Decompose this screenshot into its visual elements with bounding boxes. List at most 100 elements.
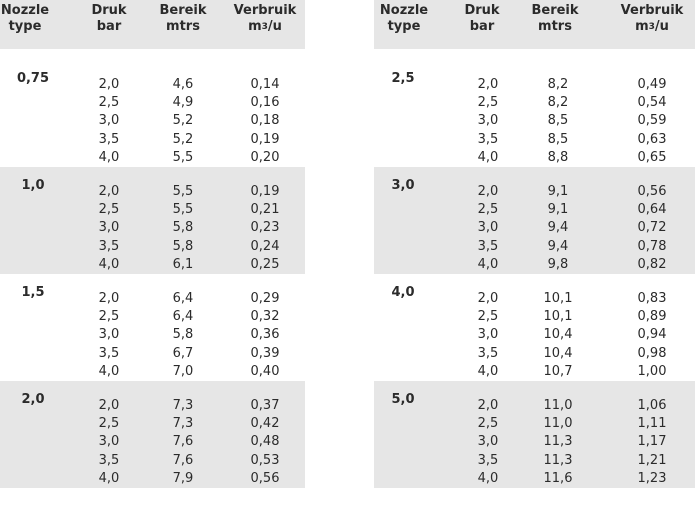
bereik-cell: 10,4 [543,345,573,361]
druk-cell: 3,0 [98,434,120,450]
bereik-cell: 9,1 [547,202,569,218]
druk-cell: 2,5 [98,95,120,111]
verbruik-cell: 0,20 [250,149,280,165]
header-bereik-mtrs: Bereik mtrs [531,3,579,34]
verbruik-cell: 0,42 [250,416,280,432]
druk-cell: 3,0 [477,220,499,236]
verbruik-cell: 1,17 [637,434,667,450]
right-table-body: 2,5 2,0 2,5 3,0 3,5 4,0 8,2 8,2 8,5 8,5 8,8 0,49 0,5… [374,60,695,488]
druk-cell: 3,5 [98,131,120,147]
bereik-cell: 6,4 [172,291,194,306]
bereik-cell: 8,5 [547,113,569,129]
bereik-cell: 11,3 [543,434,573,450]
druk-cell: 3,5 [477,452,499,468]
nozzle-group: 1,0 2,0 2,5 3,0 3,5 4,0 5,5 5,5 5,8 5,8 6,1 0,19 0,2… [0,167,305,274]
nozzle-group: 3,0 2,0 2,5 3,0 3,5 4,0 9,1 9,1 9,4 9,4 9,8 0,56 0,6… [374,167,695,274]
bereik-cell: 11,3 [543,452,573,468]
nozzle-type-value: 5,0 [391,392,415,407]
druk-cell: 3,5 [98,452,120,468]
druk-cell: 4,0 [98,256,120,272]
druk-cell: 2,5 [477,95,499,111]
druk-cell: 2,0 [98,184,120,199]
bereik-cell: 9,4 [547,220,569,236]
bereik-cell: 9,4 [547,238,569,254]
header-nozzle-type: Nozzle type [0,3,50,34]
bereik-cell: 4,6 [172,77,194,92]
verbruik-cell: 0,56 [250,470,280,486]
bereik-cell: 8,2 [547,95,569,111]
bereik-cell: 6,4 [172,309,194,325]
left-table-body: 0,75 2,0 2,5 3,0 3,5 4,0 4,6 4,9 5,2 5,2 5,5 0,14 0,… [0,60,305,488]
verbruik-cell: 1,06 [637,398,667,413]
verbruik-cell: 0,65 [637,149,667,165]
header-verbruik: Verbruik m3/u [620,3,684,34]
druk-cell: 2,0 [477,291,499,306]
druk-cell: 2,5 [477,309,499,325]
bereik-cell: 10,1 [543,291,573,306]
nozzle-group: 0,75 2,0 2,5 3,0 3,5 4,0 4,6 4,9 5,2 5,2 5,5 0,14 0,… [0,60,305,167]
verbruik-column: 0,19 0,21 0,23 0,24 0,25 [240,183,290,274]
verbruik-cell: 0,32 [250,309,280,325]
verbruik-cell: 0,82 [637,256,667,272]
header-nozzle-type: Nozzle type [379,3,429,34]
left-table: Nozzle type Druk bar Bereik mtrs Verbruik m3… [0,0,305,488]
druk-cell: 3,5 [98,345,120,361]
bereik-column: 6,4 6,4 5,8 6,7 7,0 [158,290,208,381]
verbruik-cell: 0,24 [250,238,280,254]
druk-cell: 4,0 [477,256,499,272]
verbruik-cell: 0,49 [637,77,667,92]
bereik-cell: 8,8 [547,149,569,165]
druk-cell: 3,0 [98,220,120,236]
header-druk-bar: Druk bar [91,3,127,34]
verbruik-cell: 0,36 [250,327,280,343]
bereik-column: 9,1 9,1 9,4 9,4 9,8 [526,183,590,274]
bereik-cell: 5,5 [172,149,194,165]
bereik-column: 8,2 8,2 8,5 8,5 8,8 [526,76,590,167]
druk-cell: 3,5 [477,238,499,254]
bereik-cell: 5,2 [172,113,194,129]
druk-column: 2,0 2,5 3,0 3,5 4,0 [84,76,134,167]
bereik-cell: 5,8 [172,238,194,254]
verbruik-cell: 0,72 [637,220,667,236]
bereik-cell: 10,1 [543,309,573,325]
header-bereik-mtrs: Bereik mtrs [159,3,207,34]
verbruik-cell: 0,94 [637,327,667,343]
bereik-cell: 9,1 [547,184,569,199]
table-header: Nozzle type Druk bar Bereik mtrs Verbruik m3… [0,0,305,49]
bereik-cell: 11,0 [543,398,573,413]
nozzle-type-value: 3,0 [391,178,415,193]
druk-cell: 3,5 [477,345,499,361]
druk-cell: 3,0 [98,327,120,343]
druk-cell: 2,0 [477,77,499,92]
verbruik-cell: 0,21 [250,202,280,218]
verbruik-cell: 0,78 [637,238,667,254]
druk-column: 2,0 2,5 3,0 3,5 4,0 [84,290,134,381]
bereik-cell: 8,2 [547,77,569,92]
bereik-cell: 5,2 [172,131,194,147]
druk-column: 2,0 2,5 3,0 3,5 4,0 [456,397,520,488]
bereik-column: 10,1 10,1 10,4 10,4 10,7 [526,290,590,381]
druk-cell: 2,5 [98,309,120,325]
druk-cell: 2,5 [477,416,499,432]
druk-column: 2,0 2,5 3,0 3,5 4,0 [84,183,134,274]
verbruik-cell: 0,18 [250,113,280,129]
bereik-cell: 4,9 [172,95,194,111]
nozzle-group: 2,5 2,0 2,5 3,0 3,5 4,0 8,2 8,2 8,5 8,5 8,8 0,49 0,5… [374,60,695,167]
nozzle-type-value: 4,0 [391,285,415,300]
druk-column: 2,0 2,5 3,0 3,5 4,0 [456,290,520,381]
header-verbruik: Verbruik m3/u [233,3,297,34]
verbruik-column: 0,83 0,89 0,94 0,98 1,00 [620,290,684,381]
druk-cell: 2,0 [98,77,120,92]
druk-cell: 3,0 [477,327,499,343]
verbruik-column: 0,49 0,54 0,59 0,63 0,65 [620,76,684,167]
bereik-cell: 9,8 [547,256,569,272]
bereik-cell: 5,8 [172,220,194,236]
druk-cell: 3,0 [98,113,120,129]
nozzle-group: 4,0 2,0 2,5 3,0 3,5 4,0 10,1 10,1 10,4 10,4 10,7 0,… [374,274,695,381]
druk-cell: 2,5 [477,202,499,218]
bereik-cell: 7,3 [172,416,194,432]
nozzle-type-value: 2,0 [21,392,45,407]
bereik-cell: 11,6 [543,470,573,486]
verbruik-cell: 0,23 [250,220,280,236]
bereik-column: 5,5 5,5 5,8 5,8 6,1 [158,183,208,274]
